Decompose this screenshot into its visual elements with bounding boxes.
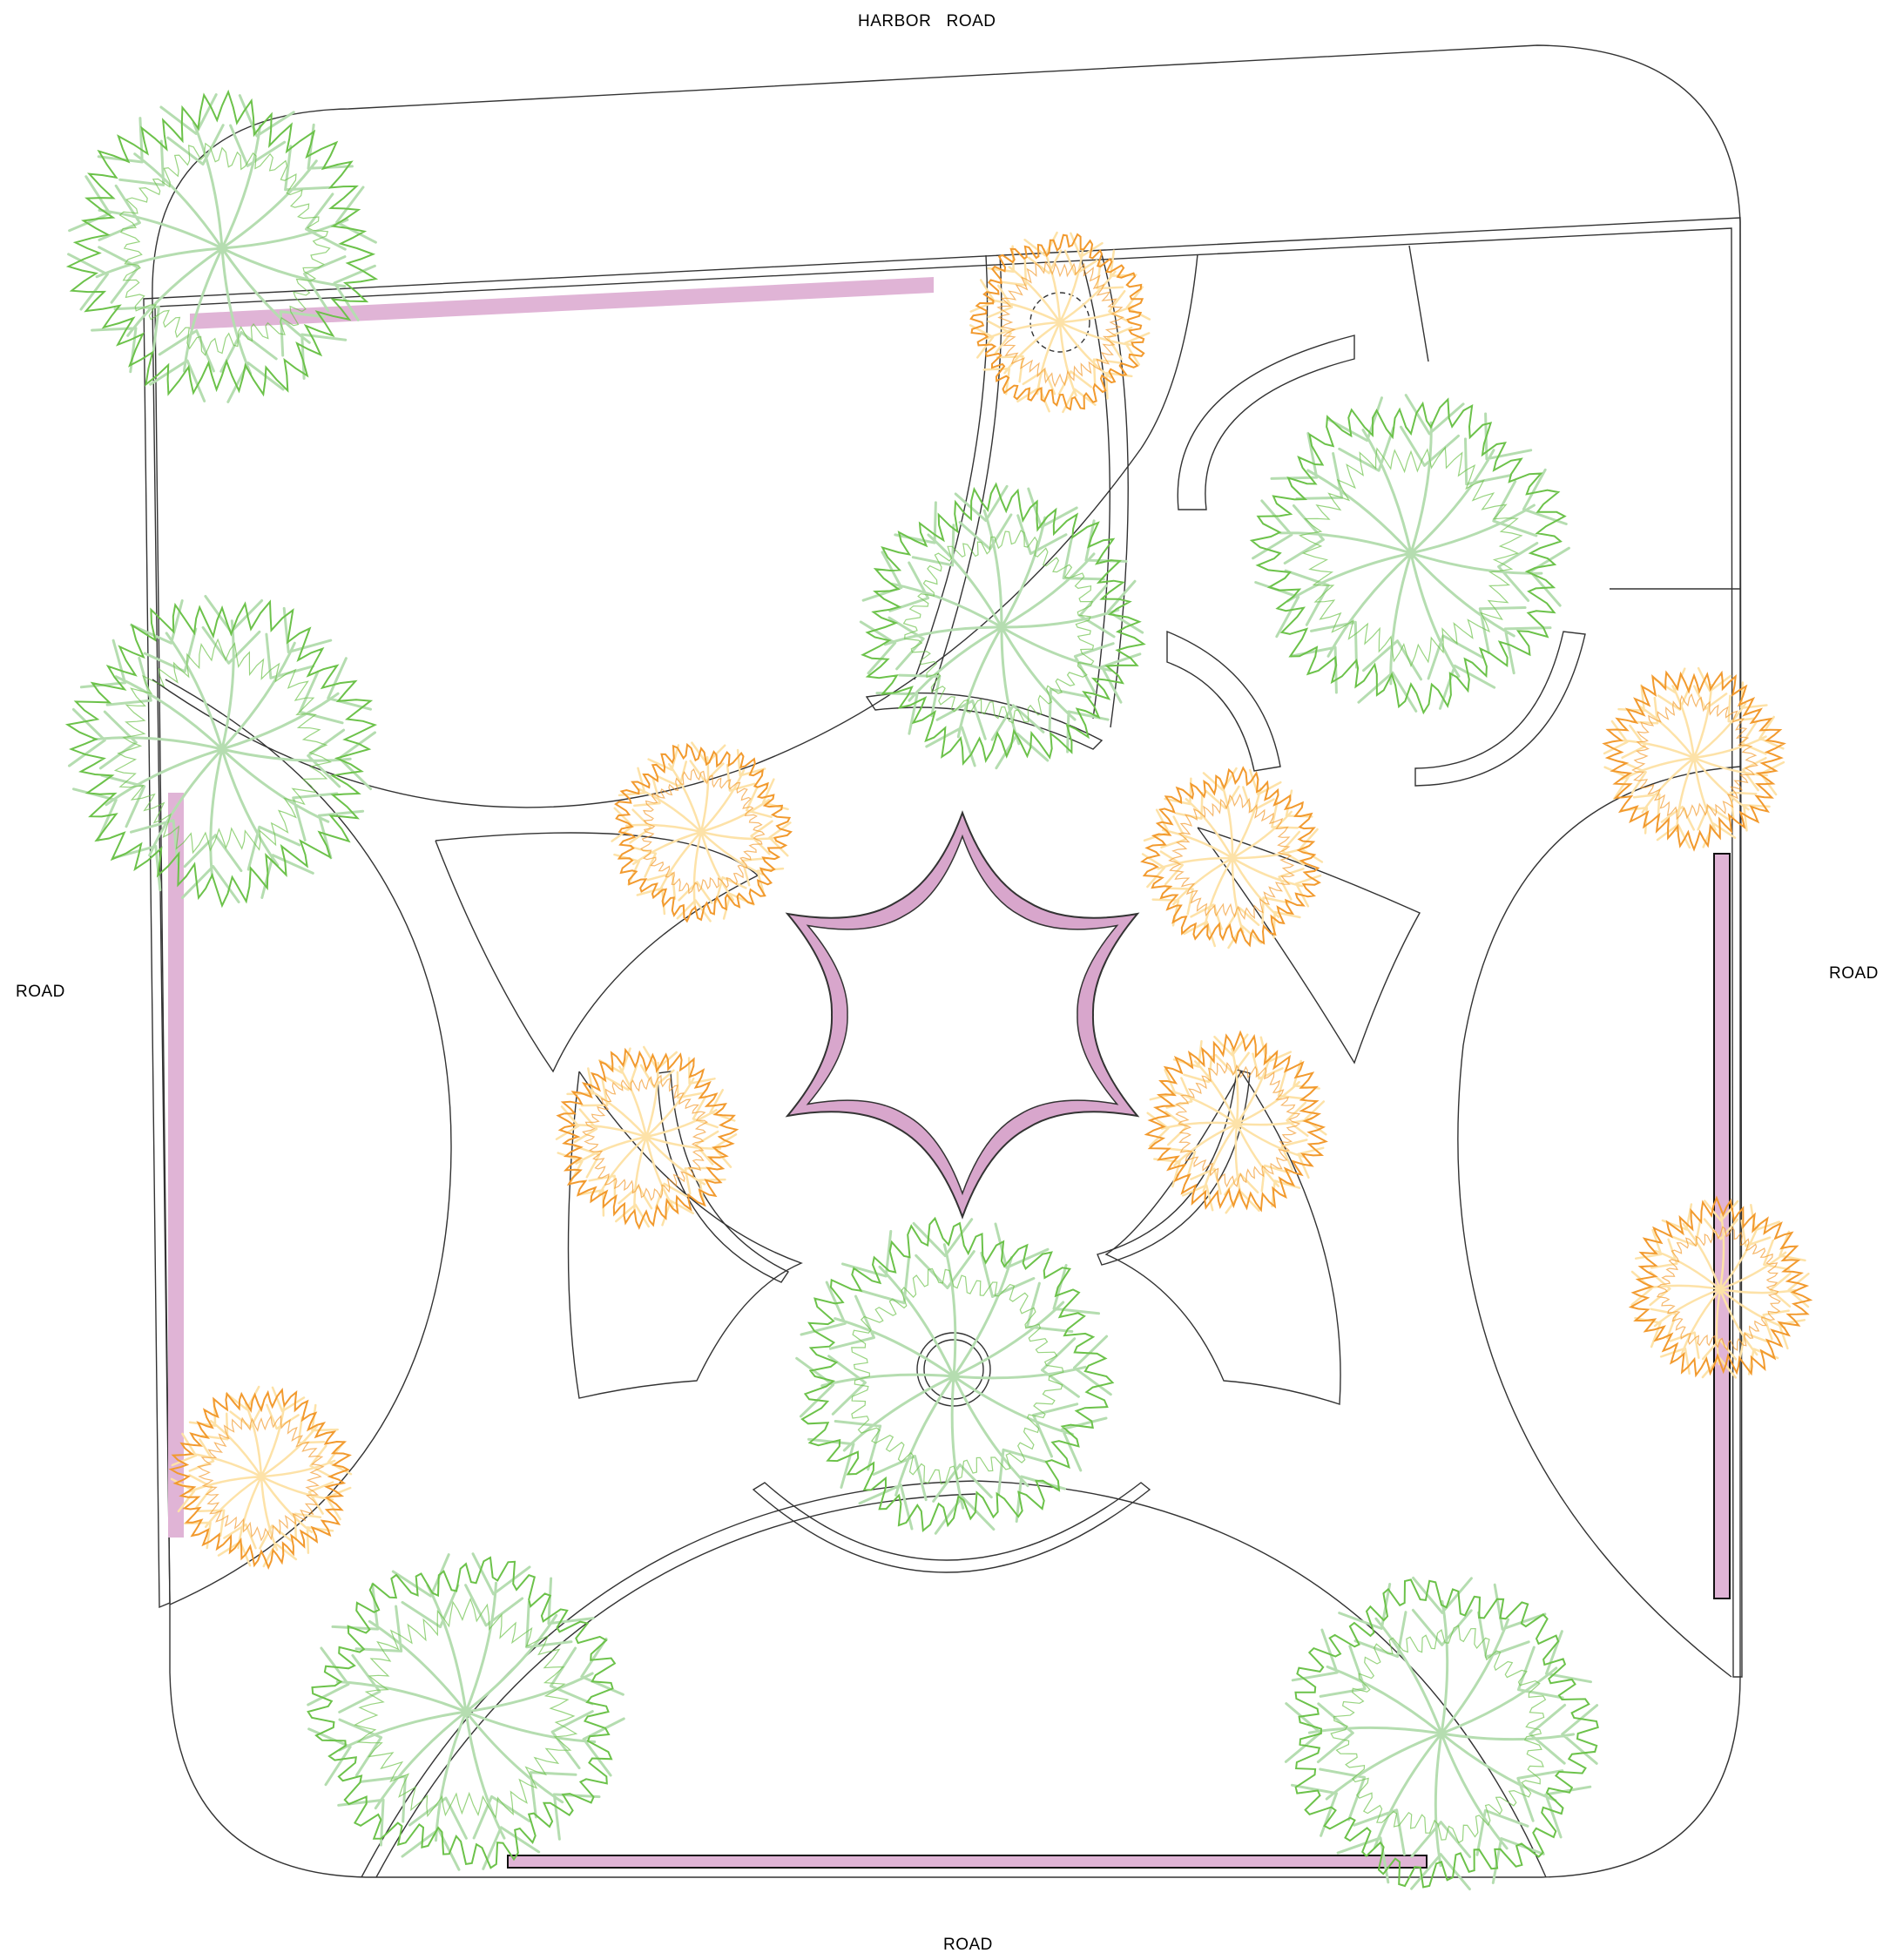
small-tree-inner-southeast-canopy-inner: [1175, 1061, 1301, 1188]
large-tree-west: [64, 595, 378, 909]
small-tree-north-canopy-inner: [996, 260, 1125, 388]
large-tree-southeast: [1284, 1576, 1599, 1891]
north-tree-ring: [1029, 292, 1090, 353]
small-tree-inner-northeast: [1140, 766, 1324, 950]
south-plaza-arc-inner: [375, 1493, 976, 1878]
small-tree-east-upper-canopy-inner: [1631, 693, 1759, 821]
large-tree-northwest-canopy-inner: [118, 142, 331, 356]
west-plaza-arc: [165, 679, 452, 1605]
small-tree-inner-northeast-canopy-outline: [1140, 766, 1321, 948]
large-tree-southwest-canopy-outline: [307, 1556, 617, 1869]
small-tree-inner-southeast: [1144, 1030, 1328, 1214]
north-road-label: HARBOR ROAD: [858, 12, 996, 30]
small-tree-west-lower: [168, 1385, 353, 1571]
small-tree-inner-southwest: [555, 1045, 739, 1230]
large-tree-center-south-canopy-outline: [800, 1216, 1115, 1532]
small-tree-north-canopy-outline: [969, 233, 1145, 411]
small-tree-west-lower-canopy-outline: [168, 1388, 352, 1571]
small-tree-inner-northwest: [611, 741, 793, 923]
center-arc-wall: [1166, 630, 1281, 772]
small-tree-inner-northeast-canopy-inner: [1168, 793, 1295, 921]
inner-bench-east: [1097, 1069, 1251, 1266]
walls: [168, 277, 1731, 1869]
small-tree-inner-southeast-canopy-outline: [1144, 1030, 1328, 1213]
west-wall: [168, 793, 184, 1538]
small-tree-east-lower: [1628, 1195, 1813, 1379]
large-tree-southwest: [307, 1552, 625, 1871]
site-boundary: [152, 44, 1741, 1878]
inner-petal-nw: [435, 832, 759, 1073]
small-tree-west-lower-canopy-inner: [197, 1415, 325, 1542]
large-tree-center-south: [795, 1216, 1115, 1535]
large-tree-northeast-branches: [1252, 394, 1570, 713]
small-tree-north: [969, 231, 1151, 414]
star-planter-inner: [806, 834, 1119, 1196]
small-tree-inner-northwest-canopy-outline: [614, 742, 793, 923]
north-plaza-arc: [152, 253, 1198, 808]
south-wall: [507, 1855, 1428, 1869]
small-tree-east-upper-canopy-outline: [1602, 670, 1786, 852]
north-walkway-end: [865, 692, 1104, 750]
large-tree-center-north: [859, 482, 1146, 770]
small-tree-inner-northeast-branches: [1141, 767, 1324, 950]
plant-symbols: [64, 89, 1813, 1891]
large-tree-center-north-branches: [859, 484, 1144, 770]
south-tree-ring-outer: [916, 1332, 991, 1407]
east-plaza-arc: [1457, 766, 1741, 1678]
east-road-label: ROAD: [1829, 964, 1879, 983]
large-tree-southeast-canopy-outline: [1294, 1578, 1599, 1889]
large-tree-southwest-canopy-inner: [353, 1598, 578, 1819]
small-tree-north-branches: [969, 231, 1151, 414]
large-tree-west-canopy-inner: [113, 638, 333, 855]
large-tree-northwest: [65, 89, 379, 403]
east-arc-wall: [1414, 631, 1586, 787]
large-tree-northeast: [1249, 394, 1570, 715]
large-tree-west-branches: [68, 595, 376, 903]
large-tree-center-north-canopy-outline: [861, 482, 1146, 767]
small-tree-inner-southwest-canopy-inner: [582, 1074, 708, 1201]
small-tree-east-lower-canopy-outline: [1628, 1195, 1813, 1378]
inner-petal-ne: [1197, 827, 1421, 1064]
south-seating-arc: [752, 1482, 1151, 1573]
small-tree-inner-southwest-branches: [555, 1045, 738, 1228]
north-walkway: [914, 253, 1129, 728]
small-tree-inner-southwest-canopy-outline: [556, 1047, 739, 1230]
large-tree-northeast-canopy-outline: [1249, 397, 1567, 715]
large-tree-center-south-branches: [795, 1218, 1112, 1535]
large-tree-center-south-canopy-inner: [851, 1267, 1064, 1485]
small-tree-east-upper: [1602, 666, 1786, 852]
large-tree-northwest-canopy-outline: [65, 89, 379, 397]
south-road-label: ROAD: [943, 1936, 993, 1954]
ne-arc-wall: [1177, 335, 1355, 510]
west-road-label: ROAD: [16, 983, 65, 1001]
inner-bench-west: [657, 1071, 790, 1283]
large-tree-west-canopy-outline: [64, 599, 378, 909]
ne-partition: [1408, 245, 1740, 590]
inner-petal-se: [1104, 1071, 1341, 1405]
large-tree-center-north-canopy-inner: [902, 530, 1095, 724]
small-tree-inner-northwest-canopy-inner: [640, 768, 766, 895]
inner-petal-sw: [567, 1071, 803, 1399]
central-star-planter: [785, 810, 1140, 1220]
north-wall: [190, 277, 934, 329]
large-tree-southeast-branches: [1284, 1576, 1599, 1891]
small-tree-east-lower-canopy-inner: [1656, 1226, 1781, 1351]
large-tree-southeast-canopy-inner: [1330, 1625, 1547, 1844]
large-tree-northeast-canopy-inner: [1298, 446, 1523, 668]
